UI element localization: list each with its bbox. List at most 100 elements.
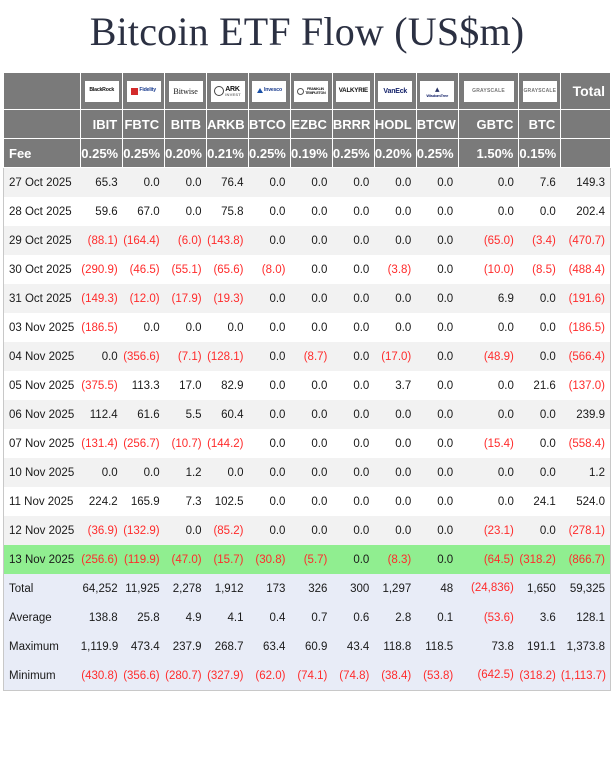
row-date: 04 Nov 2025 bbox=[3, 342, 81, 371]
cell-gbtc: 0.0 bbox=[458, 458, 519, 487]
cell-brrr: 0.0 bbox=[332, 226, 375, 255]
table-row: 06 Nov 2025 112.4 61.6 5.5 60.4 0.0 0.0 0.0 0.0 0… bbox=[3, 400, 611, 429]
cell-btcw: 0.0 bbox=[416, 458, 459, 487]
cell-fbtc: (46.5) bbox=[122, 255, 165, 284]
summary-cell-total: (1,113.7) bbox=[560, 661, 611, 691]
ticker-row: IBIT FBTC BITB ARKB BTCO EZBC BRRR HODL … bbox=[2, 109, 611, 139]
cell-arkb: 0.0 bbox=[206, 313, 249, 342]
cell-arkb: (128.1) bbox=[206, 342, 249, 371]
cell-brrr: 0.0 bbox=[332, 284, 375, 313]
summary-cell-ezbc: (74.1) bbox=[290, 661, 333, 691]
logo-cell-wisdomtree: ▴ WisdomTree bbox=[415, 72, 459, 110]
cell-ibit: 65.3 bbox=[80, 167, 123, 197]
cell-total: (470.7) bbox=[560, 226, 611, 255]
fee-row: Fee 0.25% 0.25% 0.20% 0.21% 0.25% 0.19% … bbox=[2, 138, 611, 168]
cell-arkb: (143.8) bbox=[206, 226, 249, 255]
summary-cell-gbtc: (24,836) bbox=[458, 574, 519, 603]
table-row: 12 Nov 2025 (36.9) (132.9) 0.0 (85.2) 0.0 0.0 0… bbox=[3, 516, 611, 545]
logo-cell-grayscale-btc: GRAYSCALE bbox=[518, 72, 562, 110]
cell-btco: 0.0 bbox=[248, 458, 291, 487]
cell-arkb: 60.4 bbox=[206, 400, 249, 429]
ticker-hodl: HODL bbox=[373, 109, 417, 139]
table-header: BlackRock Fidelity Bitwise ARK INVEST Inv… bbox=[2, 72, 611, 168]
fee-brrr: 0.25% bbox=[331, 138, 375, 168]
cell-btcw: 0.0 bbox=[416, 487, 459, 516]
ticker-ibit: IBIT bbox=[80, 109, 124, 139]
ticker-bitb: BITB bbox=[164, 109, 208, 139]
cell-hodl: 0.0 bbox=[374, 458, 417, 487]
cell-ibit: 0.0 bbox=[80, 458, 123, 487]
table-row: 30 Oct 2025 (290.9) (46.5) (55.1) (65.6) (8.0… bbox=[3, 255, 611, 284]
cell-ibit: 0.0 bbox=[80, 342, 123, 371]
ticker-btco: BTCO bbox=[248, 109, 291, 139]
cell-fbtc: (12.0) bbox=[122, 284, 165, 313]
fee-gbtc: 1.50% bbox=[457, 138, 520, 168]
issuer-logo-row: BlackRock Fidelity Bitwise ARK INVEST Inv… bbox=[2, 72, 611, 110]
cell-ezbc: (8.7) bbox=[290, 342, 333, 371]
cell-total: 202.4 bbox=[560, 197, 611, 226]
cell-btco: 0.0 bbox=[248, 400, 291, 429]
logo-cell-grayscale-gbtc: GRAYSCALE bbox=[457, 72, 520, 110]
cell-bitb: 0.0 bbox=[164, 313, 207, 342]
cell-brrr: 0.0 bbox=[332, 313, 375, 342]
cell-ezbc: 0.0 bbox=[290, 313, 333, 342]
cell-btcw: 0.0 bbox=[416, 313, 459, 342]
summary-cell-total: 1,373.8 bbox=[560, 632, 611, 661]
summary-cell-btcw: (53.8) bbox=[416, 661, 459, 691]
cell-ibit: (36.9) bbox=[80, 516, 123, 545]
table-row: 13 Nov 2025 (256.6) (119.9) (47.0) (15.7) (30… bbox=[3, 545, 611, 574]
cell-btcw: 0.0 bbox=[416, 545, 459, 574]
cell-gbtc: 6.9 bbox=[458, 284, 519, 313]
cell-gbtc: 0.0 bbox=[458, 400, 519, 429]
summary-cell-bitb: (280.7) bbox=[164, 661, 207, 691]
cell-btco: (30.8) bbox=[248, 545, 291, 574]
cell-hodl: 3.7 bbox=[374, 371, 417, 400]
cell-btc: 24.1 bbox=[518, 487, 561, 516]
cell-btcw: 0.0 bbox=[416, 400, 459, 429]
logo-cell-invesco: Invesco bbox=[248, 72, 291, 110]
summary-cell-bitb: 237.9 bbox=[164, 632, 207, 661]
table-row: 28 Oct 2025 59.6 67.0 0.0 75.8 0.0 0.0 0.0 0.0 0.… bbox=[3, 197, 611, 226]
row-date: 07 Nov 2025 bbox=[3, 429, 81, 458]
summary-label: Minimum bbox=[3, 661, 81, 691]
cell-gbtc: 0.0 bbox=[458, 197, 519, 226]
cell-bitb: (55.1) bbox=[164, 255, 207, 284]
cell-btcw: 0.0 bbox=[416, 226, 459, 255]
etf-flow-table: BlackRock Fidelity Bitwise ARK INVEST Inv… bbox=[2, 72, 611, 691]
cell-arkb: 102.5 bbox=[206, 487, 249, 516]
cell-gbtc: (15.4) bbox=[458, 429, 519, 458]
cell-btco: 0.0 bbox=[248, 429, 291, 458]
summary-cell-btc: 191.1 bbox=[518, 632, 561, 661]
summary-cell-gbtc: 73.8 bbox=[458, 632, 519, 661]
cell-btc: (3.4) bbox=[518, 226, 561, 255]
ticker-ezbc: EZBC bbox=[289, 109, 333, 139]
summary-cell-btcw: 118.5 bbox=[416, 632, 459, 661]
table-row: 05 Nov 2025 (375.5) 113.3 17.0 82.9 0.0 0.0 0.0… bbox=[3, 371, 611, 400]
cell-ezbc: 0.0 bbox=[290, 284, 333, 313]
cell-ibit: (88.1) bbox=[80, 226, 123, 255]
cell-arkb: 76.4 bbox=[206, 167, 249, 197]
summary-cell-hodl: 1,297 bbox=[374, 574, 417, 603]
row-date: 05 Nov 2025 bbox=[3, 371, 81, 400]
cell-ezbc: (5.7) bbox=[290, 545, 333, 574]
cell-ibit: (375.5) bbox=[80, 371, 123, 400]
cell-btc: 0.0 bbox=[518, 458, 561, 487]
cell-btc: (318.2) bbox=[518, 545, 561, 574]
cell-gbtc: (23.1) bbox=[458, 516, 519, 545]
cell-arkb: (85.2) bbox=[206, 516, 249, 545]
fee-total-blank bbox=[560, 138, 611, 168]
cell-ezbc: 0.0 bbox=[290, 487, 333, 516]
summary-cell-brrr: 43.4 bbox=[332, 632, 375, 661]
fee-hodl: 0.20% bbox=[373, 138, 417, 168]
cell-ibit: 59.6 bbox=[80, 197, 123, 226]
summary-cell-btco: 173 bbox=[248, 574, 291, 603]
cell-bitb: 5.5 bbox=[164, 400, 207, 429]
page-title: Bitcoin ETF Flow (US$m) bbox=[89, 9, 525, 54]
row-date: 10 Nov 2025 bbox=[3, 458, 81, 487]
cell-bitb: (7.1) bbox=[164, 342, 207, 371]
summary-cell-btcw: 48 bbox=[416, 574, 459, 603]
logo-cell-ark-invest: ARK INVEST bbox=[206, 72, 249, 110]
summary-cell-ezbc: 0.7 bbox=[290, 603, 333, 632]
cell-btc: 0.0 bbox=[518, 400, 561, 429]
cell-ibit: (186.5) bbox=[80, 313, 123, 342]
